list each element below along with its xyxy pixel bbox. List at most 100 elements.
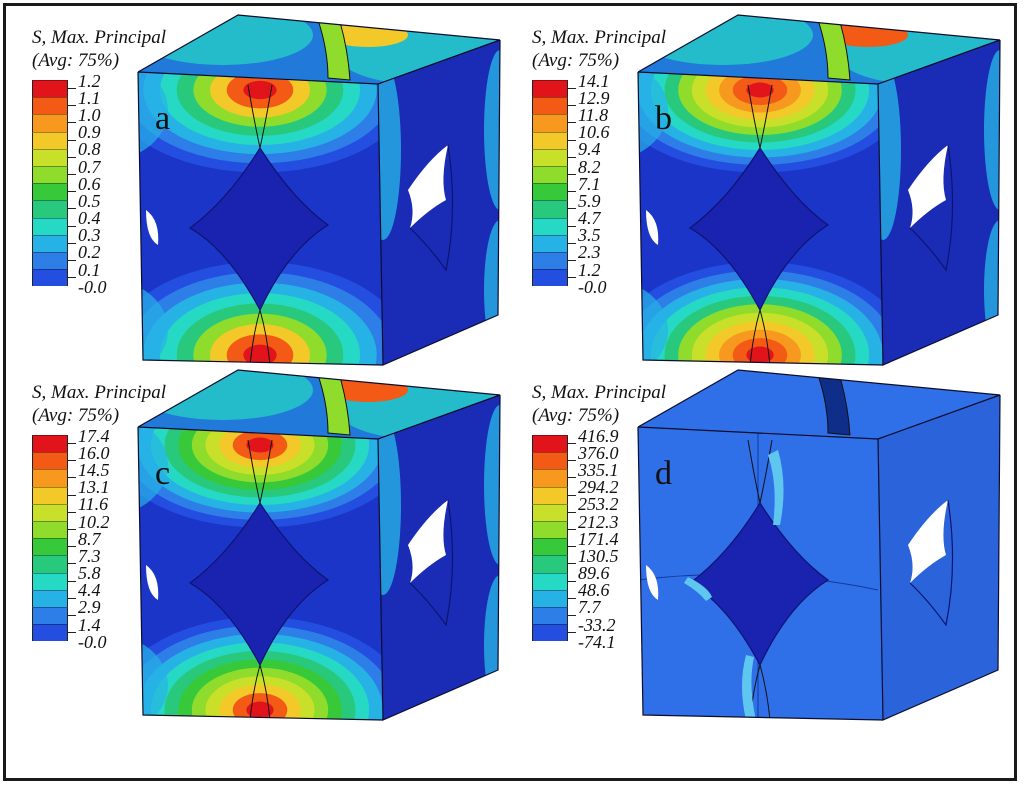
legend-value: 2.9 xyxy=(78,597,101,618)
legend-band: 14.5 xyxy=(32,461,166,487)
legend-swatch xyxy=(532,589,568,607)
legend-value: -33.2 xyxy=(578,614,616,635)
legend-tick xyxy=(568,259,576,261)
legend-band: 11.6 xyxy=(32,495,166,521)
cube-front-face xyxy=(138,427,383,720)
legend-tick xyxy=(68,208,76,210)
cube-front-face xyxy=(638,72,883,365)
legend-band: 1.4 xyxy=(32,616,166,642)
legend-swatch xyxy=(532,572,568,590)
legend-band: 14.1 xyxy=(532,72,666,98)
side-pore xyxy=(646,210,659,245)
legend-swatch xyxy=(32,435,68,453)
legend-value: 5.9 xyxy=(578,190,601,211)
legend-tick xyxy=(568,597,576,599)
legend-tick xyxy=(568,225,576,227)
legend-swatch xyxy=(532,131,568,149)
panel-d: d S, Max. Principal (Avg: 75%) 416.9 376.0 33… xyxy=(510,365,1010,750)
right-face-pore xyxy=(908,145,948,228)
stress-contour xyxy=(246,701,274,719)
legend-swatch xyxy=(32,114,68,132)
legend-swatch xyxy=(532,435,568,453)
legend-subtitle: (Avg: 75%) xyxy=(32,50,120,71)
legend-swatch xyxy=(532,624,568,642)
cube-right-face xyxy=(878,395,1000,720)
legend-swatch xyxy=(532,486,568,504)
cube-edge xyxy=(137,426,384,721)
legend-value: 11.8 xyxy=(578,104,609,125)
cube-edge xyxy=(377,394,501,721)
legend-tick xyxy=(68,580,76,582)
legend-value: 0.9 xyxy=(78,122,101,143)
legend-swatch xyxy=(32,538,68,556)
legend-value: 294.2 xyxy=(578,477,619,498)
tpms-cube xyxy=(137,369,501,721)
legend-band: 253.2 xyxy=(532,495,666,521)
side-pore xyxy=(146,565,159,600)
legend-subtitle: (Avg: 75%) xyxy=(532,50,620,71)
legend-value: 14.5 xyxy=(78,459,110,480)
legend-tick xyxy=(568,122,576,124)
legend-value: 5.8 xyxy=(78,563,101,584)
legend-value: 7.1 xyxy=(578,173,601,194)
legend-band: 1.2 xyxy=(532,261,666,287)
legend-tick xyxy=(68,546,76,548)
ligament-edge xyxy=(909,144,954,272)
cube-right-face xyxy=(878,40,1000,365)
legend-value: 130.5 xyxy=(578,545,619,566)
legend-tick xyxy=(68,597,76,599)
legend-tick xyxy=(68,494,76,496)
legend-band: 8.7 xyxy=(32,530,166,556)
tpms-cube xyxy=(637,369,1001,721)
legend-band: 7.7 xyxy=(532,598,666,625)
legend-tick xyxy=(568,139,576,141)
legend-band: 0.2 xyxy=(32,243,166,270)
legend-value: 416.9 xyxy=(578,425,619,446)
legend-value: 212.3 xyxy=(578,511,619,532)
cube-edge xyxy=(877,39,1001,366)
cube-front-face xyxy=(638,427,883,720)
legend-band: 10.6 xyxy=(532,123,666,149)
legend-tick xyxy=(568,563,576,565)
legend-swatch xyxy=(32,572,68,590)
legend-value: 89.6 xyxy=(578,563,610,584)
ligament-edge xyxy=(747,84,773,365)
legend-swatch xyxy=(532,606,568,625)
legend-band: 11.8 xyxy=(532,106,666,132)
legend-swatch xyxy=(32,606,68,625)
legend-swatch xyxy=(32,217,68,235)
legend-swatch xyxy=(32,183,68,201)
legend-swatch xyxy=(32,200,68,218)
legend-tick xyxy=(68,122,76,124)
right-face-pore xyxy=(408,500,448,583)
legend-swatch xyxy=(532,251,568,270)
legend-band: 212.3 xyxy=(532,513,666,539)
legend-swatch xyxy=(32,555,68,573)
legend-band: 171.4 xyxy=(532,530,666,556)
legend-band: 5.8 xyxy=(32,564,166,590)
legend-swatch xyxy=(32,520,68,539)
legend-tick xyxy=(568,242,576,244)
legend-value: 7.3 xyxy=(78,545,101,566)
legend-tick xyxy=(568,494,576,496)
legend-swatch xyxy=(532,200,568,218)
legend-swatch xyxy=(532,538,568,556)
ligament-edge xyxy=(747,439,773,720)
legend-swatch xyxy=(32,131,68,149)
legend-value: 11.6 xyxy=(78,494,109,515)
legend-tick xyxy=(68,529,76,531)
legend-swatch xyxy=(32,589,68,607)
legend-tick xyxy=(68,139,76,141)
legend-band: 10.2 xyxy=(32,513,166,539)
legend-band: 89.6 xyxy=(532,564,666,590)
legend-band: 0.5 xyxy=(32,192,166,218)
legend-tick xyxy=(568,174,576,176)
legend-tick xyxy=(68,191,76,193)
top-pore-channel xyxy=(817,374,851,436)
legend-tick xyxy=(68,156,76,158)
legend-band: -33.2 xyxy=(532,616,666,642)
legend-value: 17.4 xyxy=(78,425,110,446)
legend-swatch xyxy=(32,165,68,184)
legend-band: 335.1 xyxy=(532,461,666,487)
legend-value: 12.9 xyxy=(578,87,610,108)
